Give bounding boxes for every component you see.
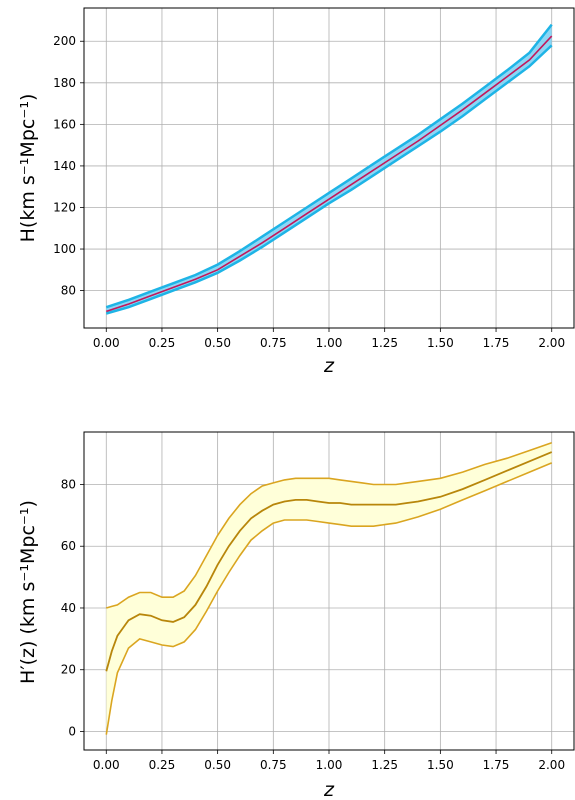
y-tick-label: 120	[53, 200, 76, 214]
y-tick-label: 160	[53, 117, 76, 131]
x-tick-label: 0.25	[149, 336, 176, 350]
grid	[84, 8, 574, 328]
x-tick-label: 1.75	[483, 758, 510, 772]
x-tick-label: 2.00	[538, 758, 565, 772]
y-tick-label: 60	[61, 539, 76, 553]
y-tick-label: 40	[61, 601, 76, 615]
lower-bound-line	[105, 44, 553, 315]
y-tick-label: 0	[68, 724, 76, 738]
chart-panel-hubble: 0.00 0.25 0.50 0.75 1.00 1.25 1.50 1.75 2.00 80 1…	[17, 7, 575, 377]
y-ticks: 80 100 120 140 160 180 200	[53, 34, 84, 298]
y-axis-label: H′(z) (km s⁻¹Mpc⁻¹)	[17, 500, 39, 684]
x-tick-label: 0.50	[204, 336, 231, 350]
x-tick-label: 1.00	[316, 758, 343, 772]
x-tick-label: 0.50	[204, 758, 231, 772]
x-tick-label: 0.75	[260, 336, 287, 350]
x-tick-label: 0.25	[149, 758, 176, 772]
x-ticks: 0.00 0.25 0.50 0.75 1.00 1.25 1.50 1.75 2.00	[93, 750, 565, 772]
chart-panel-hubble-derivative: 0.00 0.25 0.50 0.75 1.00 1.25 1.50 1.75 2.00 0 20…	[17, 431, 575, 800]
y-tick-label: 140	[53, 159, 76, 173]
x-tick-label: 0.00	[93, 336, 120, 350]
x-tick-label: 1.50	[427, 336, 454, 350]
x-tick-label: 0.75	[260, 758, 287, 772]
x-tick-label: 2.00	[538, 336, 565, 350]
x-tick-label: 1.25	[371, 336, 398, 350]
y-tick-label: 20	[61, 663, 76, 677]
y-tick-label: 200	[53, 34, 76, 48]
x-tick-label: 1.50	[427, 758, 454, 772]
y-tick-label: 80	[61, 284, 76, 298]
x-axis-label: z	[323, 355, 335, 377]
y-tick-label: 180	[53, 76, 76, 90]
x-tick-label: 1.75	[483, 336, 510, 350]
confidence-band	[106, 442, 552, 735]
y-ticks: 0 20 40 60 80	[61, 477, 84, 738]
y-axis-label: H(km s⁻¹Mpc⁻¹)	[17, 94, 39, 243]
upper-bound-line	[106, 442, 552, 609]
mean-line	[106, 35, 553, 313]
upper-bound-line	[105, 23, 553, 309]
lower-bound-line	[105, 462, 553, 735]
x-tick-label: 1.25	[371, 758, 398, 772]
y-tick-label: 80	[61, 477, 76, 491]
y-tick-label: 100	[53, 242, 76, 256]
x-axis-label: z	[323, 779, 335, 800]
mean-line	[105, 451, 553, 672]
x-ticks: 0.00 0.25 0.50 0.75 1.00 1.25 1.50 1.75 2.00	[93, 328, 565, 350]
x-tick-label: 1.00	[316, 336, 343, 350]
x-tick-label: 0.00	[93, 758, 120, 772]
